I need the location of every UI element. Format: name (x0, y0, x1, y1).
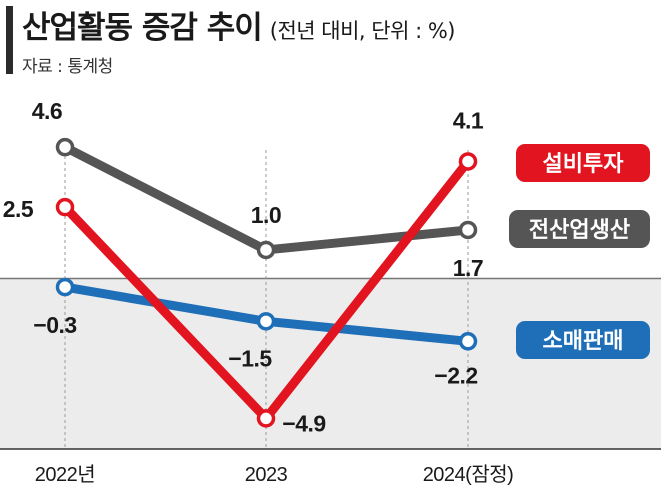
x-tick-label: 2022년 (35, 463, 95, 486)
data-labels: 2.5 −4.9 4.1 4.6 1.0 1.7 −0.3 −1.5 −2.2 (3, 98, 485, 436)
x-tick-label: 2023 (245, 464, 288, 486)
series-point-1-0 (55, 137, 75, 157)
data-label-2-0: −0.3 (33, 312, 76, 338)
series-point-2-1 (256, 312, 276, 331)
legend-label-1: 전산업생산 (529, 217, 630, 242)
data-label-0-0: 2.5 (3, 196, 34, 222)
data-label-2-1: −1.5 (228, 345, 272, 371)
legend-box-0 (516, 144, 650, 182)
legend-label-0: 설비투자 (543, 151, 625, 176)
chart-title: 산업활동 증감 추이 (전년 대비, 단위 : %) (22, 2, 455, 47)
title-text: 산업활동 증감 추이 (22, 10, 263, 46)
negative-value-band (0, 278, 661, 449)
x-axis: 2022년 2023 2024(잠정) (0, 448, 661, 486)
chart-subtitle: (전년 대비, 단위 : %) (269, 19, 456, 43)
legend-box-1 (509, 210, 650, 248)
series-point-0-2 (458, 152, 478, 171)
series-point-1-2 (458, 220, 478, 240)
data-label-2-2: −2.2 (434, 362, 477, 388)
data-label-0-2: 4.1 (453, 107, 484, 133)
data-label-1-2: 1.7 (453, 255, 483, 281)
source-note: 자료 : 통계청 (22, 57, 113, 77)
series-point-0-0 (55, 197, 75, 217)
data-label-1-0: 4.6 (32, 98, 62, 124)
title-accent-bar (6, 6, 13, 74)
series-point-0-1 (256, 409, 276, 428)
legend-box-2 (516, 321, 650, 359)
series-point-2-0 (55, 277, 75, 297)
series-point-1-1 (256, 240, 276, 260)
legend-label-2: 소매판매 (543, 328, 624, 353)
negative-band-layer (0, 277, 661, 449)
series-point-2-2 (458, 332, 478, 351)
series-lines (55, 137, 478, 428)
x-tick-label: 2024(잠정) (423, 463, 514, 486)
data-label-1-1: 1.0 (251, 202, 281, 228)
data-label-0-1: −4.9 (282, 410, 325, 436)
